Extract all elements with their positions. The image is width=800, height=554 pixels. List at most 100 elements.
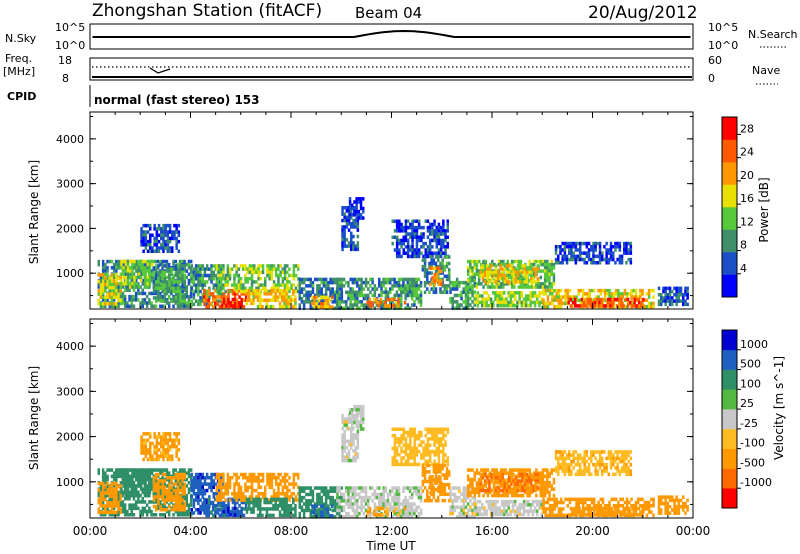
- heatmap-cell: [352, 244, 355, 248]
- heatmap-cell: [491, 272, 494, 276]
- heatmap-cell: [192, 273, 196, 278]
- heatmap-cell: [174, 508, 178, 512]
- heatmap-cell: [411, 296, 414, 301]
- heatmap-cell: [161, 488, 165, 493]
- heatmap-cell: [510, 264, 513, 268]
- heatmap-cell: [148, 487, 152, 491]
- heatmap-cell: [106, 506, 109, 511]
- heatmap-cell: [139, 266, 143, 270]
- heatmap-cell: [415, 280, 418, 285]
- heatmap-cell: [153, 457, 156, 462]
- heatmap-cell: [338, 306, 341, 310]
- heatmap-cell: [309, 489, 312, 493]
- heatmap-cell: [338, 280, 341, 285]
- heatmap-cell: [324, 295, 327, 300]
- heatmap-cell: [132, 304, 136, 308]
- heatmap-cell: [278, 288, 282, 293]
- heatmap-cell: [108, 295, 111, 300]
- heatmap-cell: [415, 254, 419, 259]
- heatmap-cell: [300, 277, 304, 282]
- heatmap-cell: [183, 508, 187, 512]
- heatmap-cell: [176, 272, 180, 276]
- heatmap-cell: [486, 278, 490, 283]
- heatmap-cell: [487, 294, 491, 298]
- heatmap-cell: [152, 476, 156, 480]
- heatmap-cell: [130, 294, 133, 299]
- heatmap-cell: [413, 232, 416, 236]
- heatmap-cell: [218, 295, 221, 299]
- heatmap-cell: [475, 272, 479, 276]
- heatmap-cell: [142, 451, 145, 455]
- heatmap-cell: [327, 284, 330, 288]
- heatmap-cell: [415, 229, 419, 233]
- heatmap-cell: [600, 304, 603, 308]
- heatmap-cell: [177, 267, 180, 271]
- heatmap-cell: [144, 266, 147, 270]
- heatmap-cell: [292, 513, 295, 518]
- heatmap-cell: [133, 493, 136, 498]
- heatmap-cell: [300, 505, 304, 509]
- heatmap-cell: [187, 266, 191, 270]
- heatmap-cell: [160, 227, 163, 231]
- heatmap-cell: [142, 223, 145, 228]
- heatmap-cell: [168, 267, 171, 271]
- heatmap-cell: [318, 495, 321, 500]
- heatmap-cell: [318, 303, 321, 307]
- heatmap-cell: [121, 298, 125, 302]
- heatmap-cell: [124, 490, 128, 495]
- heatmap-cell: [239, 289, 243, 294]
- heatmap-cell: [362, 206, 365, 211]
- heatmap-cell: [226, 264, 230, 268]
- heatmap-cell: [555, 288, 558, 293]
- heatmap-cell: [433, 279, 437, 283]
- heatmap-cell: [492, 280, 496, 284]
- heatmap-cell: [161, 474, 164, 479]
- heatmap-cell: [548, 272, 551, 276]
- heatmap-cell: [311, 508, 315, 513]
- heatmap-cell: [214, 507, 217, 511]
- heatmap-cell: [197, 302, 200, 307]
- heatmap-cell: [471, 269, 474, 273]
- heatmap-cell: [531, 291, 535, 295]
- heatmap-cell: [131, 285, 134, 289]
- heatmap-cell: [187, 509, 191, 514]
- heatmap-cell: [625, 251, 628, 255]
- heatmap-cell: [166, 267, 169, 271]
- heatmap-cell: [351, 306, 355, 310]
- heatmap-cell: [499, 285, 503, 289]
- heatmap-cell: [283, 492, 287, 496]
- heatmap-cell: [233, 510, 237, 514]
- heatmap-cell: [684, 299, 687, 303]
- heatmap-cell: [324, 486, 328, 490]
- heatmap-cell: [277, 485, 280, 490]
- heatmap-cell: [486, 282, 490, 286]
- heatmap-cell: [172, 280, 176, 284]
- heatmap-cell: [117, 471, 120, 475]
- heatmap-cell: [609, 248, 613, 252]
- heatmap-cell: [104, 266, 107, 270]
- heatmap-cell: [150, 275, 154, 280]
- heatmap-cell: [153, 236, 156, 241]
- heatmap-cell: [341, 439, 344, 444]
- heatmap-cell: [297, 277, 300, 281]
- heatmap-cell: [189, 288, 193, 292]
- heatmap-cell: [215, 472, 219, 477]
- heatmap-cell: [530, 266, 534, 270]
- heatmap-cell: [500, 291, 504, 295]
- heatmap-cell: [345, 225, 349, 229]
- heatmap-cell: [122, 468, 125, 472]
- heatmap-cell: [187, 272, 191, 276]
- heatmap-cell: [117, 266, 120, 270]
- heatmap-cell: [131, 484, 134, 488]
- heatmap-cell: [329, 280, 332, 285]
- heatmap-cell: [544, 292, 547, 296]
- heatmap-cell: [155, 236, 159, 241]
- heatmap-cell: [259, 295, 262, 299]
- heatmap-cell: [99, 275, 103, 280]
- heatmap-cell: [117, 295, 120, 300]
- heatmap-cell: [415, 296, 418, 301]
- heatmap-cell: [168, 504, 171, 509]
- heatmap-cell: [592, 288, 596, 293]
- heatmap-cell: [404, 219, 408, 223]
- heatmap-cell: [506, 266, 509, 270]
